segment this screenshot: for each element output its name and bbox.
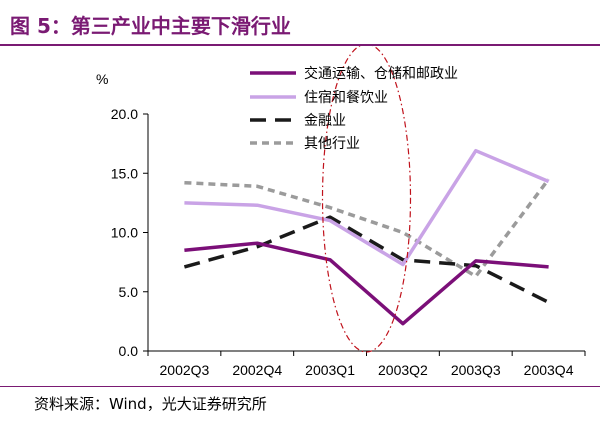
series-line-1 — [184, 148, 550, 267]
legend-label-0: 交通运输、仓储和邮政业 — [304, 65, 458, 82]
legend-label-2: 金融业 — [304, 113, 346, 129]
annotation-ellipse — [321, 46, 412, 353]
source-note: 资料来源：Wind，光大证券研究所 — [34, 395, 267, 413]
y-tick-label: 20.0 — [111, 106, 138, 122]
legend-label-3: 其他行业 — [304, 136, 360, 152]
y-unit-label: % — [96, 71, 108, 87]
series-line-2 — [183, 215, 550, 304]
y-tick-label: 15.0 — [111, 165, 138, 181]
y-tick-label: 10.0 — [111, 225, 138, 241]
legend-label-1: 住宿和餐饮业 — [304, 89, 388, 106]
x-tick-label: 2002Q3 — [160, 362, 210, 378]
chart-title: 图 5：第三产业中主要下滑行业 — [10, 14, 291, 38]
y-tick-label: 0.0 — [119, 343, 139, 359]
x-tick-label: 2003Q2 — [378, 362, 428, 378]
x-tick-label: 2003Q4 — [524, 362, 574, 378]
title-bar: 图 5：第三产业中主要下滑行业 — [0, 0, 600, 44]
series-line-3 — [184, 178, 551, 279]
x-tick-label: 2002Q4 — [232, 362, 282, 378]
y-tick-label: 5.0 — [119, 284, 139, 300]
series-line-0 — [184, 241, 549, 326]
x-tick-label: 2003Q1 — [305, 362, 355, 378]
title-divider — [0, 44, 600, 46]
source-divider — [0, 386, 600, 387]
x-tick-label: 2003Q3 — [451, 362, 501, 378]
line-chart: % 0.0 5.0 10.0 15.0 20.0 2002Q3 2002Q4 2003Q1 200… — [96, 46, 586, 378]
